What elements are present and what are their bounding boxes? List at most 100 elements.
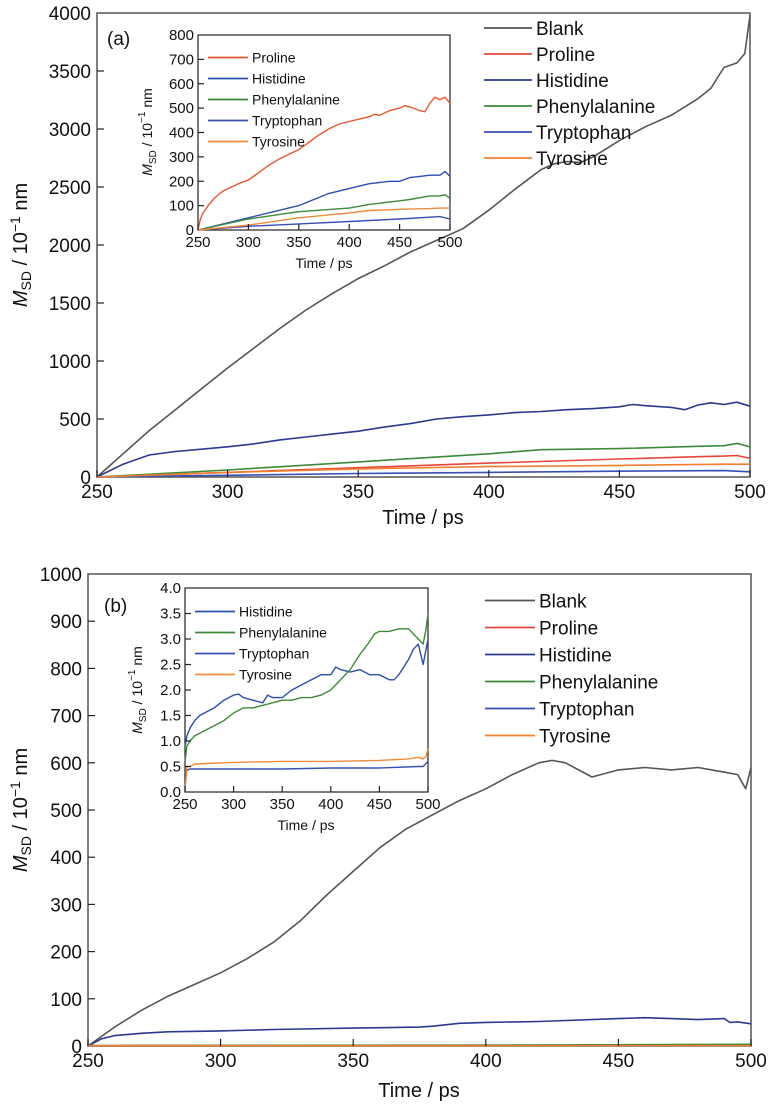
panel-b-y-tick-label: 700: [50, 707, 82, 728]
y-label-superscript: −1: [137, 111, 148, 123]
panel-a-inset-y-tick-label: 700: [169, 51, 194, 68]
panel-b-x-ticks: 250 300 350 400 450 500: [72, 1039, 767, 1072]
y-label-subscript: SD: [148, 150, 159, 164]
panel-b-inset-y-tick-label: 2.0: [160, 682, 181, 699]
panel-b-legend-item-phenylalanine: Phenylalanine: [485, 673, 658, 694]
panel-b-inset-legend-label: Tyrosine: [239, 667, 292, 683]
panel-a-x-tick-label: 350: [342, 482, 374, 503]
panel-a-inset-y-tick-label: 300: [169, 149, 194, 166]
y-label-unit: nm: [10, 183, 32, 216]
panel-b-inset-x-tick-label: 300: [221, 796, 246, 813]
panel-a-inset-legend-label: Proline: [252, 50, 296, 66]
panel-a-inset-y-tick-label: 400: [169, 125, 194, 142]
panel-a-x-tick-label: 250: [81, 482, 113, 503]
panel-a-inset-y-tick-label: 200: [169, 173, 194, 190]
panel-a-y-axis-title: MSD / 10−1 nm: [7, 183, 34, 307]
panel-b-x-axis-title: Time / ps: [378, 1080, 460, 1102]
panel-b-y-ticks: 0 100 200 300 400 500 600 700 800 900 1000: [40, 565, 95, 1058]
panel-b-inset: 250 300 350 400 450 500 0.0 0.5 1.0 1.5 2.0 2.5 3.0…: [127, 580, 441, 833]
panel-b-inset-x-axis-title: Time / ps: [277, 817, 334, 833]
y-label-superscript: −1: [7, 216, 23, 232]
panel-b-inset-series-tryptophan: [184, 760, 429, 773]
panel-b-inset-legend-label: Phenylalanine: [239, 625, 327, 641]
panel-a-inset-series: [197, 96, 451, 231]
panel-b-y-tick-label: 1000: [40, 565, 82, 586]
panel-a-legend-item-tryptophan: Tryptophan: [484, 123, 631, 144]
panel-a-x-tick-label: 300: [212, 482, 244, 503]
panel-a-inset-y-tick-label: 800: [169, 27, 194, 44]
panel-b-x-tick-label: 300: [205, 1051, 237, 1072]
panel-b-y-tick-label: 400: [50, 848, 82, 869]
panel-a-inset-legend-label: Tyrosine: [252, 134, 305, 150]
panel-a-inset-x-tick-label: 250: [185, 234, 210, 251]
panel-a-x-tick-label: 500: [734, 482, 766, 503]
y-label-divider: / 10: [10, 797, 32, 836]
panel-a-inset-legend: Proline Histidine Phenylalanine Tryptophan T…: [208, 50, 340, 150]
panel-a-inset-x-tick-label: 500: [437, 234, 462, 251]
panel-b-inset-y-axis-title: MSD / 10−1 nm: [127, 646, 149, 734]
panel-b-inset-legend-label: Histidine: [239, 604, 293, 620]
panel-b-y-axis-title: MSD / 10−1 nm: [7, 748, 34, 872]
panel-b-legend-label: Proline: [539, 619, 598, 640]
panel-b-inset-y-tick-label: 0.5: [160, 759, 181, 776]
panel-b-y-tick-label: 100: [50, 990, 82, 1011]
panel-b-inset-legend-item-tryptophan: Tryptophan: [195, 646, 309, 662]
panel-a-y-tick-label: 0: [80, 468, 91, 489]
panel-b-inset-y-tick-label: 3.5: [160, 606, 181, 623]
panel-b-y-tick-label: 300: [50, 895, 82, 916]
panel-b-inset-legend-item-phenylalanine: Phenylalanine: [195, 625, 327, 641]
panel-a-inset-series-phenylalanine: [197, 193, 451, 231]
panel-a-legend-item-proline: Proline: [484, 45, 595, 66]
panel-b-inset-y-ticks: 0.0 0.5 1.0 1.5 2.0 2.5 3.0 3.5 4.0: [160, 580, 191, 801]
panel-b-legend-label: Tryptophan: [539, 700, 634, 721]
panel-a-y-tick-label: 500: [59, 410, 91, 431]
panel-a-inset-y-axis-title: MSD / 10−1 nm: [137, 88, 159, 176]
panel-a-inset-series-proline: [197, 96, 451, 231]
panel-b-inset-x-tick-label: 500: [415, 796, 440, 813]
panel-b-label: (b): [104, 596, 127, 617]
panel-b-inset-y-tick-label: 1.0: [160, 733, 181, 750]
panel-a-inset-y-tick-label: 600: [169, 76, 194, 93]
panel-a-inset-legend-item-histidine: Histidine: [208, 71, 306, 87]
y-label-unit: nm: [129, 646, 145, 669]
y-label-symbol: M: [139, 164, 155, 176]
panel-b-legend: Blank Proline Histidine Phenylalanine Trypto…: [485, 592, 658, 748]
panel-b-legend-label: Phenylalanine: [539, 673, 658, 694]
y-label-symbol: M: [10, 855, 32, 872]
panel-a-legend-label: Phenylalanine: [536, 97, 655, 118]
panel-b-y-tick-label: 200: [50, 943, 82, 964]
panel-a-inset-y-tick-label: 100: [169, 198, 194, 215]
panel-b-inset-y-tick-label: 2.5: [160, 657, 181, 674]
panel-a-inset-series-tyrosine: [197, 207, 450, 231]
panel-a-inset-legend-item-tyrosine: Tyrosine: [208, 134, 305, 150]
panel-b-x-tick-label: 400: [470, 1051, 502, 1072]
y-label-subscript: SD: [18, 836, 34, 855]
panel-b-inset-legend-label: Tryptophan: [239, 646, 309, 662]
panel-a-series-blank: [96, 15, 751, 478]
panel-a-y-ticks: 0 500 1000 1500 2000 2500 3000 3500 4000: [49, 4, 104, 489]
panel-b-y-tick-label: 800: [50, 659, 82, 680]
panel-b-series-histidine: [87, 1016, 752, 1047]
panel-b-inset-x-tick-label: 400: [318, 796, 343, 813]
panel-a-x-tick-label: 400: [473, 482, 505, 503]
panel-b-inset-series-histidine: [184, 638, 429, 747]
panel-a-x-tick-label: 450: [604, 482, 636, 503]
panel-a-series-phenylalanine: [96, 442, 751, 478]
panel-b-legend-item-blank: Blank: [485, 592, 587, 613]
panel-b-legend-item-tyrosine: Tyrosine: [485, 727, 611, 748]
panel-b-inset-legend: Histidine Phenylalanine Tryptophan Tyrosine: [195, 604, 327, 683]
panel-a-y-tick-label: 2500: [49, 178, 91, 199]
y-label-superscript: −1: [7, 781, 23, 797]
panel-b-y-tick-label: 0: [71, 1037, 82, 1058]
panel-a-legend-item-tyrosine: Tyrosine: [484, 149, 608, 170]
panel-a-inset-legend-label: Phenylalanine: [252, 92, 340, 108]
panel-a-inset-x-tick-label: 300: [236, 234, 261, 251]
panel-a-y-tick-label: 2000: [49, 236, 91, 257]
panel-a-x-axis-title: Time / ps: [382, 507, 464, 529]
panel-a-series-histidine: [96, 401, 751, 478]
panel-a-y-tick-label: 3000: [49, 120, 91, 141]
panel-a-inset-x-tick-label: 350: [286, 234, 311, 251]
panel-b-inset-series-phenylalanine: [184, 613, 429, 762]
panel-b-inset-y-tick-label: 3.0: [160, 631, 181, 648]
